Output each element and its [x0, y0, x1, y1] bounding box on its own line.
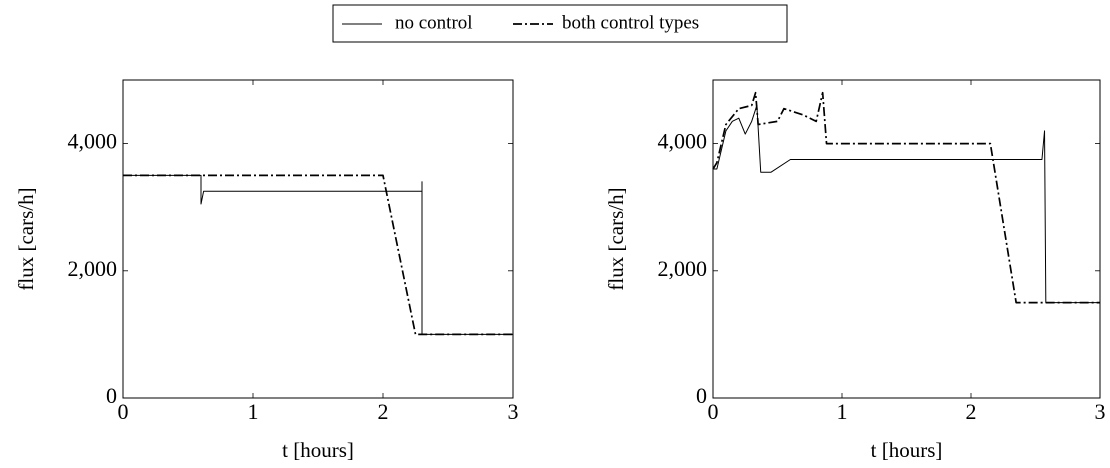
legend-label: no control [395, 12, 473, 33]
x-tick-label: 3 [508, 399, 519, 424]
y-tick-label: 4,000 [658, 129, 708, 154]
series-line [123, 174, 513, 335]
plot-frame [712, 79, 1101, 399]
x-tick-label: 0 [708, 399, 719, 424]
y-axis-label: flux [cars/h] [14, 187, 38, 290]
x-tick-label: 1 [248, 399, 259, 424]
x-tick-label: 1 [837, 399, 848, 424]
y-tick-label: 0 [696, 383, 707, 408]
x-axis-label: t [hours] [282, 438, 354, 462]
series-line [713, 104, 1100, 304]
legend: no control both control types [332, 4, 788, 43]
y-tick-label: 0 [106, 383, 117, 408]
legend-box [332, 4, 788, 43]
plot-frame [122, 79, 514, 399]
x-tick-label: 0 [118, 399, 129, 424]
x-tick-label: 2 [378, 399, 389, 424]
legend-label: both control types [562, 12, 699, 33]
y-tick-label: 4,000 [68, 129, 118, 154]
y-tick-label: 2,000 [68, 256, 118, 281]
x-axis-label: t [hours] [871, 438, 943, 462]
x-tick-label: 2 [966, 399, 977, 424]
x-tick-label: 3 [1095, 399, 1106, 424]
y-axis-label: flux [cars/h] [604, 187, 628, 290]
series-line [123, 174, 513, 336]
y-tick-label: 2,000 [658, 256, 708, 281]
series-line [712, 91, 1100, 304]
